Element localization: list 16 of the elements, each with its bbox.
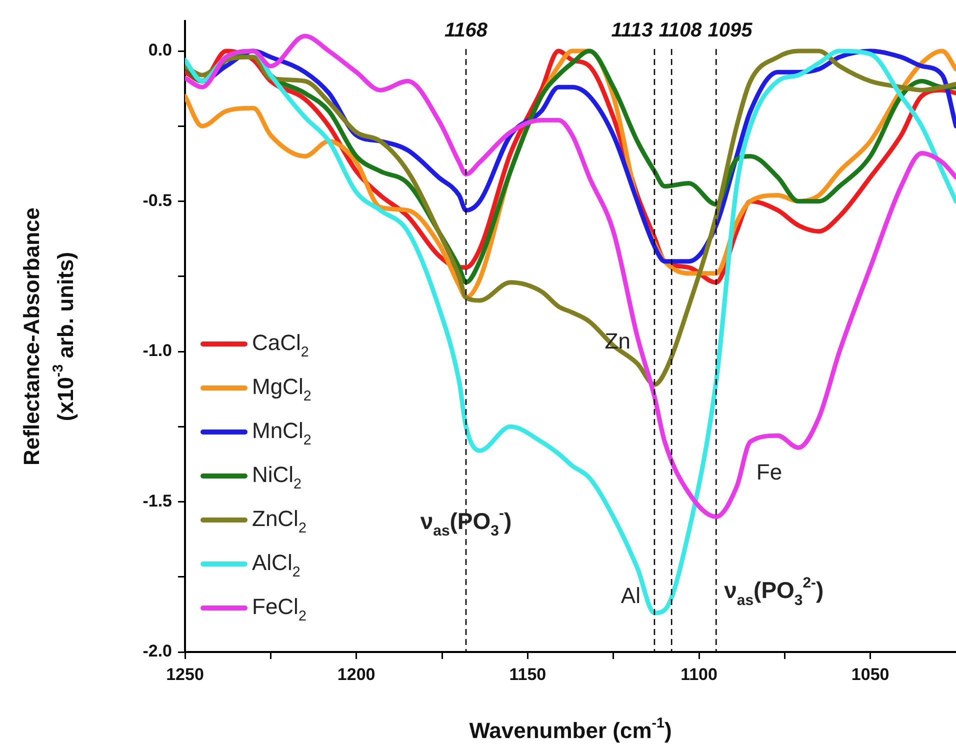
ref-line-label: 1095 bbox=[708, 20, 754, 42]
x-tick-label: 1250 bbox=[166, 664, 204, 684]
annotation: Fe bbox=[756, 460, 782, 485]
y-tick-label: -0.5 bbox=[142, 190, 172, 210]
y-tick-label: 0.0 bbox=[148, 40, 172, 60]
x-tick-label: 1100 bbox=[680, 664, 718, 684]
annotation: Al bbox=[620, 583, 640, 608]
y-tick-label: -1.5 bbox=[142, 491, 172, 510]
ref-line-label: 1168 bbox=[444, 20, 488, 42]
ref-line-label: 1108 bbox=[658, 20, 703, 42]
ref-line-label: 1113 bbox=[611, 20, 653, 42]
y-tick-label: -1.0 bbox=[142, 341, 172, 360]
y-tick-label: -2.0 bbox=[142, 642, 172, 661]
x-tick-label: 1150 bbox=[509, 664, 546, 684]
x-tick-label: 1200 bbox=[337, 664, 376, 684]
x-tick-label: 1050 bbox=[851, 664, 890, 684]
